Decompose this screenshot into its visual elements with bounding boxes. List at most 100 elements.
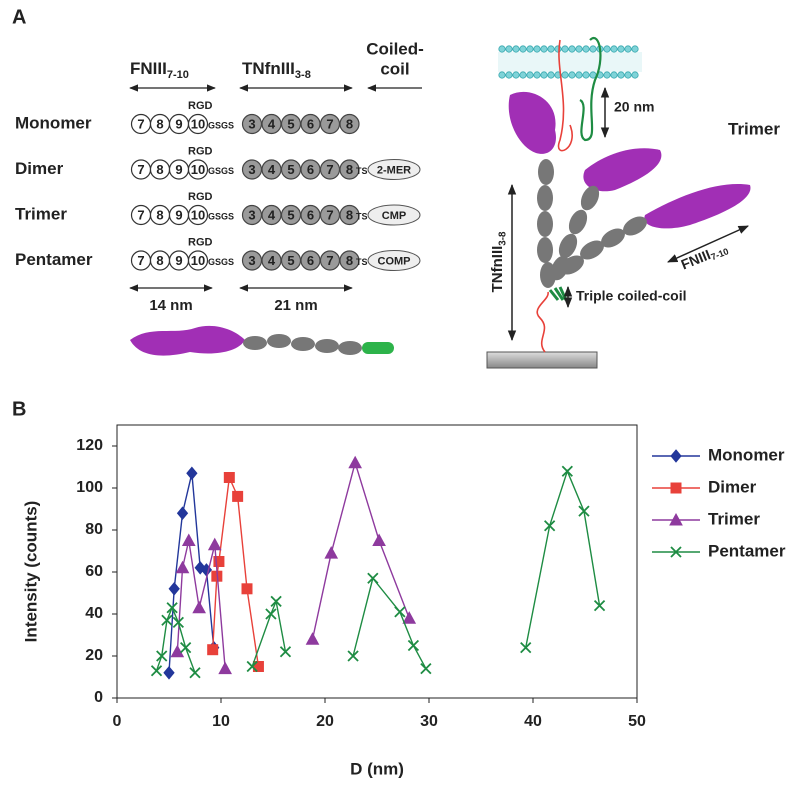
legend-label: Dimer xyxy=(708,477,757,496)
tn-domain-label: 8 xyxy=(346,253,353,268)
fn-domain-label: 8 xyxy=(156,162,163,177)
fn-label-main: FNIII xyxy=(679,246,713,272)
tn-domain xyxy=(339,159,360,180)
x-tick-label: 20 xyxy=(316,713,334,730)
header-coil: Coiled- xyxy=(366,39,424,58)
diagram-art xyxy=(129,36,751,369)
lipid-head xyxy=(624,71,632,79)
data-point xyxy=(407,639,420,652)
lipid-head xyxy=(568,45,576,53)
data-point xyxy=(189,667,201,679)
data-point xyxy=(394,606,406,618)
data-point xyxy=(168,582,180,596)
legend-marker xyxy=(670,449,682,463)
tn-domain-label: 7 xyxy=(326,116,333,131)
ts-label: TS xyxy=(356,257,368,267)
x-tick-label: 40 xyxy=(524,713,542,730)
tn-label-main: TNfnIII xyxy=(489,246,506,293)
lipid-head xyxy=(526,45,534,53)
data-point xyxy=(181,533,196,546)
data-point xyxy=(218,661,233,675)
header-coil: coil xyxy=(380,59,409,78)
data-point xyxy=(348,455,363,469)
fn-domain-label: 9 xyxy=(175,207,182,222)
tn-domain-label: 5 xyxy=(287,207,294,222)
data-point xyxy=(578,505,590,517)
lipid-head xyxy=(582,71,590,79)
legend-label: Monomer xyxy=(708,445,785,464)
fn-domain xyxy=(187,159,209,180)
y-tick-label: 120 xyxy=(76,437,103,454)
data-point xyxy=(180,641,192,654)
tn-domain-label: 8 xyxy=(346,116,353,131)
fn-domain xyxy=(187,250,209,271)
lipid-head xyxy=(519,45,527,53)
lipid-head xyxy=(547,71,555,79)
fn-domain-label: 9 xyxy=(175,253,182,268)
ts-label: TS xyxy=(356,211,368,221)
lipid-head xyxy=(540,45,548,53)
header-tn-sub: 3-8 xyxy=(295,69,311,81)
y-tick-label: 0 xyxy=(94,689,103,706)
fn-domain-label: 10 xyxy=(191,162,205,177)
lipid-head xyxy=(533,71,541,79)
lipid-head xyxy=(610,71,618,79)
linker-label: GSGS xyxy=(208,166,234,176)
data-point xyxy=(246,660,258,673)
y-tick-label: 20 xyxy=(85,647,103,664)
coil-domain xyxy=(367,159,421,180)
data-point xyxy=(420,662,432,675)
tn-domain xyxy=(339,204,360,226)
fn-domain-label: 10 xyxy=(191,116,205,131)
fn-domain-label: 10 xyxy=(191,207,205,222)
coil-domain xyxy=(367,204,421,226)
ts-label: TS xyxy=(356,166,368,176)
legend-marker xyxy=(669,512,683,526)
lipid-head xyxy=(505,71,513,79)
rgd-label: RGD xyxy=(188,236,213,248)
data-point xyxy=(163,666,175,680)
data-point xyxy=(213,556,225,567)
legend-label: Pentamer xyxy=(708,541,786,560)
legend-label: Trimer xyxy=(708,509,760,528)
lipid-head xyxy=(498,71,506,79)
lipid-head xyxy=(561,71,569,79)
x-tick-label: 50 xyxy=(628,713,646,730)
header-fn-main: FNIII xyxy=(130,59,167,78)
tn-domain xyxy=(339,113,360,135)
lipid-head xyxy=(540,71,548,79)
linker-label: GSGS xyxy=(208,211,234,221)
fn-domain-label: 8 xyxy=(156,116,163,131)
data-point xyxy=(207,644,219,656)
y-axis-label: Intensity (counts) xyxy=(21,501,40,643)
lipid-head xyxy=(610,45,618,53)
fn-domain-label: 10 xyxy=(191,253,205,268)
data-point xyxy=(172,616,184,629)
lipid-head xyxy=(617,45,625,53)
dimension-arrows xyxy=(129,84,422,292)
rgd-label: RGD xyxy=(188,191,213,203)
data-point xyxy=(367,572,379,584)
y-tick-label: 60 xyxy=(85,563,103,580)
lipid-head xyxy=(575,71,583,79)
rgd-label: RGD xyxy=(188,145,213,157)
tn-domain-label: 6 xyxy=(307,162,314,177)
plot-frame xyxy=(116,424,638,699)
tn-domain-label: 6 xyxy=(307,253,314,268)
data-point xyxy=(305,632,320,645)
header-fn-sub: 7-10 xyxy=(167,69,189,81)
tn-label: TNfnIII3-8 xyxy=(489,231,508,292)
panel-label: B xyxy=(12,398,26,420)
tn-domain-label: 3 xyxy=(248,116,255,131)
legend-marker xyxy=(670,482,682,494)
data-point xyxy=(265,608,277,620)
lipid-head xyxy=(561,45,569,53)
tn-domain-label: 8 xyxy=(346,207,353,222)
tn-domain-label: 4 xyxy=(268,253,276,268)
data-point xyxy=(192,600,207,614)
lipid-head xyxy=(575,45,583,53)
data-point xyxy=(161,614,173,626)
data-point xyxy=(156,650,168,662)
tn-domain-label: 7 xyxy=(326,162,333,177)
y-tick-label: 40 xyxy=(85,605,103,622)
